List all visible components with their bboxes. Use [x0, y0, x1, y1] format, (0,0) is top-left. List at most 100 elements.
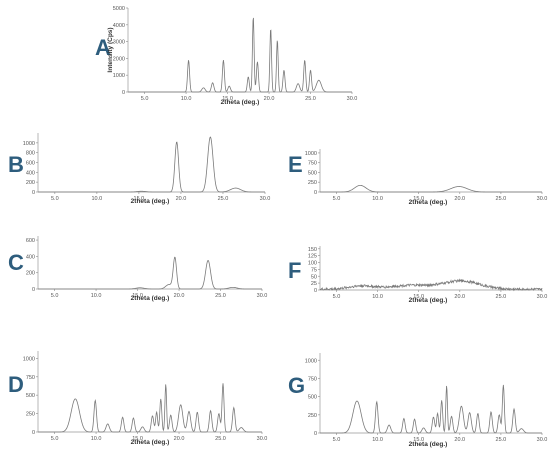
- y-tick-label-c: 0: [32, 287, 35, 293]
- y-tick-label-d: 500: [26, 393, 35, 399]
- peak-point-b: [141, 191, 142, 192]
- x-tick-label-g: 15.0: [413, 437, 424, 443]
- peak-point-f: [461, 281, 462, 282]
- xrd-trace-c: [38, 256, 262, 290]
- xrd-trace-g: [320, 384, 542, 434]
- y-tick-label-b: 1000: [23, 141, 35, 147]
- y-axis-label-a: Intensity (Cps): [107, 27, 114, 72]
- xrd-trace-d: [38, 383, 262, 433]
- y-tick-label-b: 400: [26, 170, 35, 176]
- y-tick-label-e: 0: [314, 190, 317, 196]
- peak-point-d: [160, 398, 161, 399]
- x-tick-label-g: 25.0: [496, 437, 507, 443]
- x-tick-label-d: 15.0: [132, 436, 143, 442]
- y-tick-label-d: 750: [26, 375, 35, 381]
- x-tick-label-a: 10.0: [181, 96, 192, 102]
- x-tick-label-b: 25.0: [218, 196, 229, 202]
- peak-point-a: [277, 39, 278, 40]
- x-tick-label-f: 25.0: [496, 294, 507, 300]
- peak-point-c: [168, 284, 169, 285]
- peak-point-g: [513, 408, 514, 409]
- x-tick-label-e: 5.0: [333, 196, 341, 202]
- peak-point-d: [95, 400, 96, 401]
- peak-point-b: [235, 187, 236, 188]
- y-tick-label-a: 3000: [113, 40, 125, 46]
- panel-letter-a: A: [95, 35, 111, 60]
- peak-point-a: [270, 28, 271, 29]
- x-tick-label-b: 15.0: [134, 196, 145, 202]
- peak-point-d: [197, 412, 198, 413]
- x-tick-label-d: 20.0: [174, 436, 185, 442]
- peak-point-a: [304, 59, 305, 60]
- peak-point-d: [152, 415, 153, 416]
- xrd-trace-b: [38, 136, 265, 193]
- peak-point-g: [403, 418, 404, 419]
- x-tick-label-f: 10.0: [372, 294, 383, 300]
- peak-point-g: [433, 416, 434, 417]
- peak-point-g: [376, 401, 377, 402]
- peak-point-d: [122, 417, 123, 418]
- x-axis-label-b: 2theta (deg.): [131, 198, 170, 205]
- peak-point-d: [218, 413, 219, 414]
- y-tick-label-f: 25: [311, 281, 317, 287]
- y-tick-label-a: 4000: [113, 23, 125, 29]
- peak-point-g: [451, 416, 452, 417]
- peak-point-a: [318, 80, 319, 81]
- xrd-trace-f: [319, 278, 543, 292]
- y-tick-label-b: 600: [26, 161, 35, 167]
- peak-point-d: [156, 412, 157, 413]
- peak-point-d: [170, 414, 171, 415]
- peak-point-d: [75, 398, 76, 399]
- peak-point-g: [423, 427, 424, 428]
- y-tick-label-a: 5000: [113, 6, 125, 12]
- y-tick-label-f: 100: [308, 261, 317, 267]
- x-tick-label-e: 25.0: [496, 196, 507, 202]
- y-tick-label-g: 500: [308, 395, 317, 401]
- y-tick-label-e: 250: [308, 180, 317, 186]
- x-tick-label-c: 15.0: [132, 293, 143, 299]
- peak-point-e: [360, 185, 361, 186]
- panel-letter-d: D: [8, 372, 24, 397]
- y-tick-label-c: 400: [26, 254, 35, 260]
- peak-point-c: [207, 260, 208, 261]
- peak-point-a: [310, 70, 311, 71]
- x-tick-label-e: 20.0: [454, 196, 465, 202]
- panel-letter-b: B: [8, 152, 24, 177]
- y-tick-label-b: 800: [26, 151, 35, 157]
- x-tick-label-f: 30.0: [537, 294, 548, 300]
- peak-point-g: [477, 413, 478, 414]
- x-tick-label-b: 10.0: [91, 196, 102, 202]
- peak-point-a: [223, 59, 224, 60]
- peak-point-a: [229, 86, 230, 87]
- peak-point-g: [490, 411, 491, 412]
- x-tick-label-e: 30.0: [537, 196, 548, 202]
- x-tick-label-d: 25.0: [215, 436, 226, 442]
- peak-point-f: [410, 286, 411, 287]
- peak-point-b: [176, 141, 177, 142]
- peak-point-g: [461, 405, 462, 406]
- y-tick-label-e: 750: [308, 161, 317, 167]
- x-tick-label-c: 25.0: [215, 293, 226, 299]
- x-axis-label-e: 2theta (deg.): [409, 199, 448, 206]
- peak-point-g: [356, 400, 357, 401]
- panel-letter-g: G: [288, 373, 305, 398]
- y-tick-label-g: 0: [314, 431, 317, 437]
- peak-point-g: [521, 428, 522, 429]
- peak-point-a: [203, 87, 204, 88]
- peak-point-g: [503, 384, 504, 385]
- peak-point-b: [210, 136, 211, 137]
- x-tick-label-a: 30.0: [347, 96, 358, 102]
- x-tick-label-a: 25.0: [305, 96, 316, 102]
- peak-point-a: [188, 59, 189, 60]
- y-tick-label-a: 1000: [113, 73, 125, 79]
- x-tick-label-f: 15.0: [413, 294, 424, 300]
- peak-point-g: [446, 385, 447, 386]
- peak-point-d: [180, 404, 181, 405]
- x-tick-label-e: 10.0: [372, 196, 383, 202]
- x-tick-label-g: 5.0: [333, 437, 341, 443]
- peak-point-a: [297, 83, 298, 84]
- x-tick-label-e: 15.0: [413, 196, 424, 202]
- peak-point-d: [107, 423, 108, 424]
- x-tick-label-c: 30.0: [257, 293, 268, 299]
- panel-letter-e: E: [288, 152, 303, 177]
